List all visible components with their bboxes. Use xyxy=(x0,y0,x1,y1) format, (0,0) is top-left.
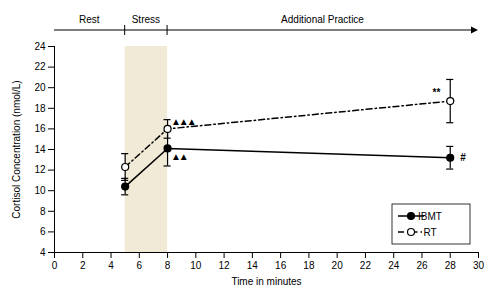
svg-text:6: 6 xyxy=(137,260,143,271)
svg-text:26: 26 xyxy=(416,260,428,271)
svg-text:6: 6 xyxy=(40,226,46,237)
svg-text:Time in minutes: Time in minutes xyxy=(231,276,301,287)
svg-text:8: 8 xyxy=(40,206,46,217)
svg-text:20: 20 xyxy=(332,260,344,271)
svg-text:**: ** xyxy=(433,87,441,98)
svg-text:12: 12 xyxy=(219,260,231,271)
svg-text:14: 14 xyxy=(34,144,46,155)
svg-text:14: 14 xyxy=(247,260,259,271)
svg-text:12: 12 xyxy=(34,164,46,175)
svg-text:20: 20 xyxy=(34,82,46,93)
svg-text:4: 4 xyxy=(108,260,114,271)
svg-text:10: 10 xyxy=(190,260,202,271)
svg-text:8: 8 xyxy=(165,260,171,271)
svg-text:18: 18 xyxy=(34,103,46,114)
svg-text:▲: ▲ xyxy=(187,116,197,127)
svg-text:24: 24 xyxy=(34,41,46,52)
svg-text:16: 16 xyxy=(34,123,46,134)
svg-text:2: 2 xyxy=(80,260,86,271)
svg-text:10: 10 xyxy=(34,185,46,196)
svg-text:RT: RT xyxy=(423,227,436,238)
svg-text:28: 28 xyxy=(445,260,457,271)
svg-text:Stress: Stress xyxy=(132,14,160,25)
svg-text:18: 18 xyxy=(303,260,315,271)
svg-text:30: 30 xyxy=(473,260,485,271)
svg-text:4: 4 xyxy=(40,247,46,258)
svg-text:Cortisol Concentration (nmol/L: Cortisol Concentration (nmol/L) xyxy=(11,80,22,218)
svg-text:0: 0 xyxy=(52,260,58,271)
svg-text:22: 22 xyxy=(360,260,372,271)
svg-text:16: 16 xyxy=(275,260,287,271)
svg-text:#: # xyxy=(460,152,466,163)
svg-text:▲: ▲ xyxy=(179,151,189,162)
svg-text:Additional Practice: Additional Practice xyxy=(281,14,364,25)
svg-text:Rest: Rest xyxy=(79,14,100,25)
svg-text:24: 24 xyxy=(388,260,400,271)
svg-text:22: 22 xyxy=(34,61,46,72)
svg-text:IBMT: IBMT xyxy=(418,211,442,222)
